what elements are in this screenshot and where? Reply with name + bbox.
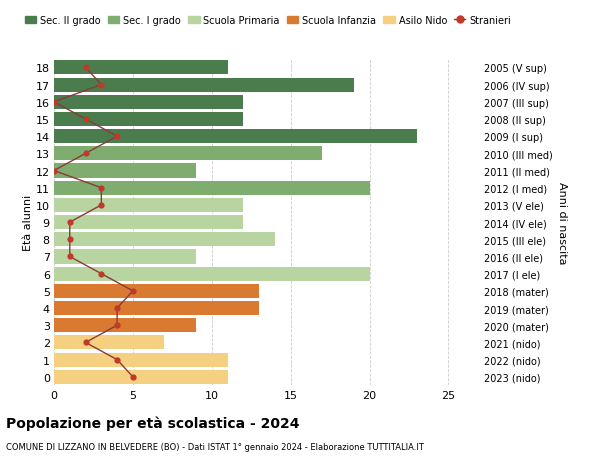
Bar — [54, 164, 196, 178]
Y-axis label: Età alunni: Età alunni — [23, 195, 33, 251]
Bar — [54, 250, 196, 264]
Bar — [54, 267, 370, 281]
Bar — [54, 198, 244, 213]
Bar — [54, 353, 227, 367]
Bar — [54, 319, 196, 333]
Bar — [54, 233, 275, 247]
Bar — [54, 130, 417, 144]
Bar — [54, 112, 244, 127]
Bar — [54, 95, 244, 110]
Legend: Sec. II grado, Sec. I grado, Scuola Primaria, Scuola Infanzia, Asilo Nido, Stran: Sec. II grado, Sec. I grado, Scuola Prim… — [25, 16, 511, 26]
Bar — [54, 284, 259, 298]
Text: COMUNE DI LIZZANO IN BELVEDERE (BO) - Dati ISTAT 1° gennaio 2024 - Elaborazione : COMUNE DI LIZZANO IN BELVEDERE (BO) - Da… — [6, 442, 424, 451]
Bar — [54, 61, 227, 75]
Bar — [54, 78, 354, 92]
Bar — [54, 302, 259, 315]
Bar — [54, 370, 227, 384]
Bar — [54, 216, 244, 230]
Bar — [54, 181, 370, 196]
Y-axis label: Anni di nascita: Anni di nascita — [557, 181, 567, 264]
Text: Popolazione per età scolastica - 2024: Popolazione per età scolastica - 2024 — [6, 415, 299, 430]
Bar — [54, 336, 164, 350]
Bar — [54, 147, 322, 161]
